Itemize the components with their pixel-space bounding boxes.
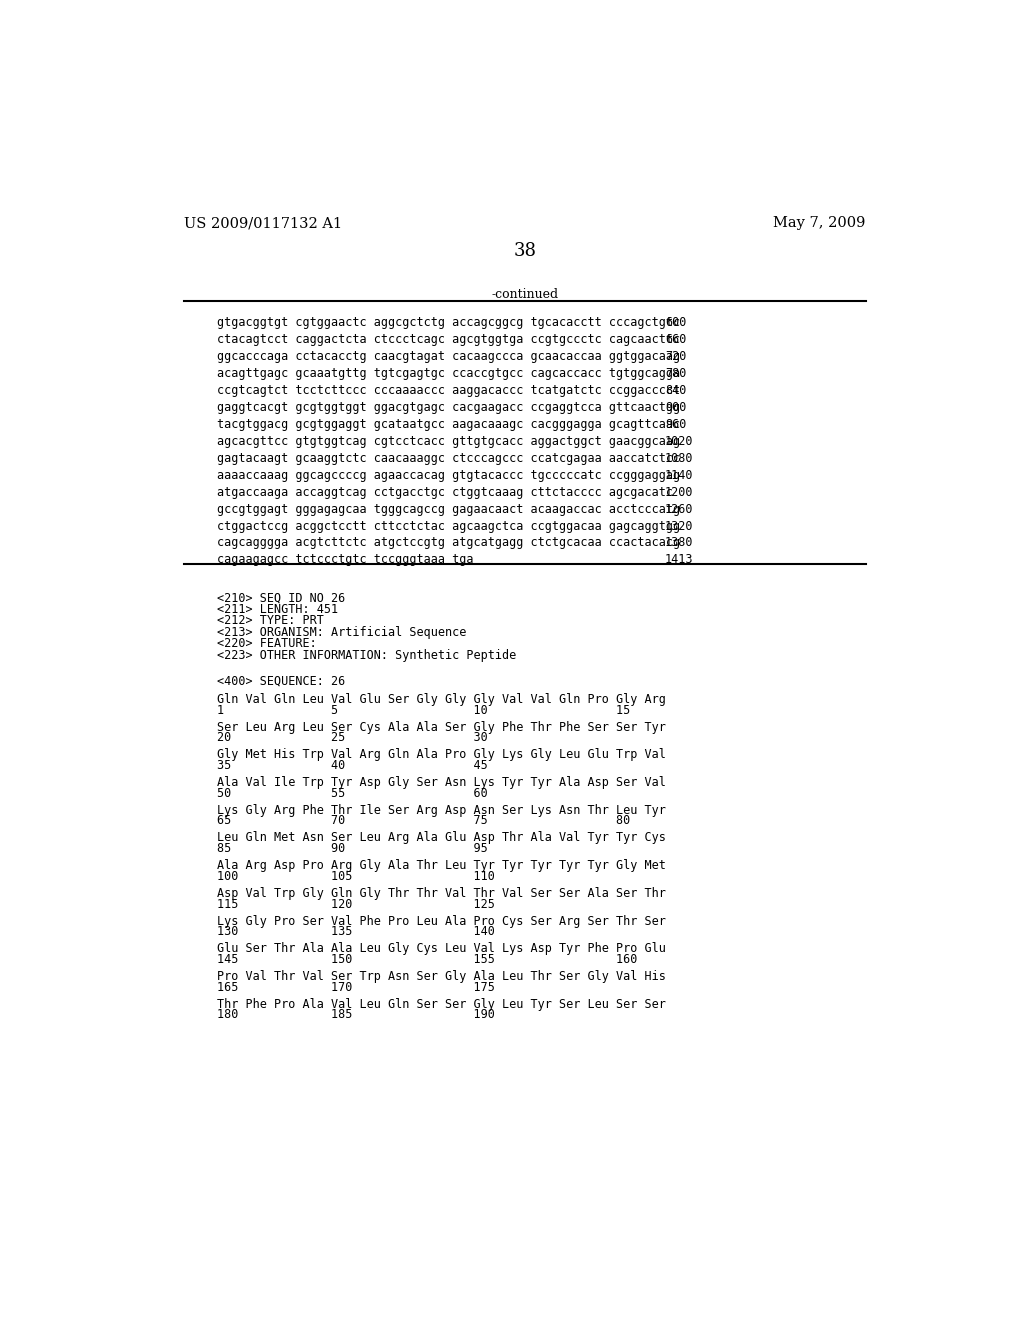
Text: 1380: 1380 [665,536,693,549]
Text: 1080: 1080 [665,451,693,465]
Text: May 7, 2009: May 7, 2009 [773,216,866,230]
Text: agcacgttcc gtgtggtcag cgtcctcacc gttgtgcacc aggactggct gaacggcaag: agcacgttcc gtgtggtcag cgtcctcacc gttgtgc… [217,434,680,447]
Text: 1020: 1020 [665,434,693,447]
Text: ggcacccaga cctacacctg caacgtagat cacaagccca gcaacaccaa ggtggacaag: ggcacccaga cctacacctg caacgtagat cacaagc… [217,350,680,363]
Text: <212> TYPE: PRT: <212> TYPE: PRT [217,614,324,627]
Text: -continued: -continued [492,288,558,301]
Text: Pro Val Thr Val Ser Trp Asn Ser Gly Ala Leu Thr Ser Gly Val His: Pro Val Thr Val Ser Trp Asn Ser Gly Ala … [217,970,666,983]
Text: tacgtggacg gcgtggaggt gcataatgcc aagacaaagc cacgggagga gcagttcaac: tacgtggacg gcgtggaggt gcataatgcc aagacaa… [217,418,680,430]
Text: gtgacggtgt cgtggaactc aggcgctctg accagcggcg tgcacacctt cccagctgtc: gtgacggtgt cgtggaactc aggcgctctg accagcg… [217,317,680,329]
Text: 840: 840 [665,384,686,397]
Text: 1               5                   10                  15: 1 5 10 15 [217,704,631,717]
Text: Ala Arg Asp Pro Arg Gly Ala Thr Leu Tyr Tyr Tyr Tyr Tyr Gly Met: Ala Arg Asp Pro Arg Gly Ala Thr Leu Tyr … [217,859,666,873]
Text: 85              90                  95: 85 90 95 [217,842,487,855]
Text: 1200: 1200 [665,486,693,499]
Text: 165             170                 175: 165 170 175 [217,981,495,994]
Text: 65              70                  75                  80: 65 70 75 80 [217,814,631,828]
Text: 1140: 1140 [665,469,693,482]
Text: ctggactccg acggctcctt cttcctctac agcaagctca ccgtggacaa gagcaggtgg: ctggactccg acggctcctt cttcctctac agcaagc… [217,520,680,532]
Text: acagttgagc gcaaatgttg tgtcgagtgc ccaccgtgcc cagcaccacc tgtggcagga: acagttgagc gcaaatgttg tgtcgagtgc ccaccgt… [217,367,680,380]
Text: 145             150                 155                 160: 145 150 155 160 [217,953,638,966]
Text: aaaaccaaag ggcagccccg agaaccacag gtgtacaccc tgcccccatc ccgggaggag: aaaaccaaag ggcagccccg agaaccacag gtgtaca… [217,469,680,482]
Text: Thr Phe Pro Ala Val Leu Gln Ser Ser Gly Leu Tyr Ser Leu Ser Ser: Thr Phe Pro Ala Val Leu Gln Ser Ser Gly … [217,998,666,1011]
Text: cagcagggga acgtcttctc atgctccgtg atgcatgagg ctctgcacaa ccactacacg: cagcagggga acgtcttctc atgctccgtg atgcatg… [217,536,680,549]
Text: 720: 720 [665,350,686,363]
Text: Leu Gln Met Asn Ser Leu Arg Ala Glu Asp Thr Ala Val Tyr Tyr Cys: Leu Gln Met Asn Ser Leu Arg Ala Glu Asp … [217,832,666,845]
Text: ctacagtcct caggactcta ctccctcagc agcgtggtga ccgtgccctc cagcaacttc: ctacagtcct caggactcta ctccctcagc agcgtgg… [217,333,680,346]
Text: 900: 900 [665,401,686,414]
Text: Gln Val Gln Leu Val Glu Ser Gly Gly Gly Val Val Gln Pro Gly Arg: Gln Val Gln Leu Val Glu Ser Gly Gly Gly … [217,693,666,706]
Text: Gly Met His Trp Val Arg Gln Ala Pro Gly Lys Gly Leu Glu Trp Val: Gly Met His Trp Val Arg Gln Ala Pro Gly … [217,748,666,762]
Text: cagaagagcc tctccctgtc tccgggtaaa tga: cagaagagcc tctccctgtc tccgggtaaa tga [217,553,474,566]
Text: Lys Gly Pro Ser Val Phe Pro Leu Ala Pro Cys Ser Arg Ser Thr Ser: Lys Gly Pro Ser Val Phe Pro Leu Ala Pro … [217,915,666,928]
Text: Glu Ser Thr Ala Ala Leu Gly Cys Leu Val Lys Asp Tyr Phe Pro Glu: Glu Ser Thr Ala Ala Leu Gly Cys Leu Val … [217,942,666,956]
Text: gaggtcacgt gcgtggtggt ggacgtgagc cacgaagacc ccgaggtcca gttcaactgg: gaggtcacgt gcgtggtggt ggacgtgagc cacgaag… [217,401,680,414]
Text: Lys Gly Arg Phe Thr Ile Ser Arg Asp Asn Ser Lys Asn Thr Leu Tyr: Lys Gly Arg Phe Thr Ile Ser Arg Asp Asn … [217,804,666,817]
Text: Ser Leu Arg Leu Ser Cys Ala Ala Ser Gly Phe Thr Phe Ser Ser Tyr: Ser Leu Arg Leu Ser Cys Ala Ala Ser Gly … [217,721,666,734]
Text: atgaccaaga accaggtcag cctgacctgc ctggtcaaag cttctacccc agcgacatc: atgaccaaga accaggtcag cctgacctgc ctggtca… [217,486,673,499]
Text: 100             105                 110: 100 105 110 [217,870,495,883]
Text: 38: 38 [513,242,537,260]
Text: 1413: 1413 [665,553,693,566]
Text: 180             185                 190: 180 185 190 [217,1008,495,1022]
Text: <211> LENGTH: 451: <211> LENGTH: 451 [217,603,338,615]
Text: 660: 660 [665,333,686,346]
Text: 20              25                  30: 20 25 30 [217,731,487,744]
Text: gccgtggagt gggagagcaa tgggcagccg gagaacaact acaagaccac acctcccatg: gccgtggagt gggagagcaa tgggcagccg gagaaca… [217,503,680,516]
Text: 50              55                  60: 50 55 60 [217,787,487,800]
Text: ccgtcagtct tcctcttccc cccaaaaccc aaggacaccc tcatgatctc ccggacccct: ccgtcagtct tcctcttccc cccaaaaccc aaggaca… [217,384,680,397]
Text: 780: 780 [665,367,686,380]
Text: 35              40                  45: 35 40 45 [217,759,487,772]
Text: <210> SEQ ID NO 26: <210> SEQ ID NO 26 [217,591,345,605]
Text: US 2009/0117132 A1: US 2009/0117132 A1 [183,216,342,230]
Text: 115             120                 125: 115 120 125 [217,898,495,911]
Text: Asp Val Trp Gly Gln Gly Thr Thr Val Thr Val Ser Ser Ala Ser Thr: Asp Val Trp Gly Gln Gly Thr Thr Val Thr … [217,887,666,900]
Text: <400> SEQUENCE: 26: <400> SEQUENCE: 26 [217,675,345,688]
Text: 130             135                 140: 130 135 140 [217,925,495,939]
Text: 1320: 1320 [665,520,693,532]
Text: 960: 960 [665,418,686,430]
Text: gagtacaagt gcaaggtctc caacaaaggc ctcccagccc ccatcgagaa aaccatctcc: gagtacaagt gcaaggtctc caacaaaggc ctcccag… [217,451,680,465]
Text: <213> ORGANISM: Artificial Sequence: <213> ORGANISM: Artificial Sequence [217,626,467,639]
Text: 600: 600 [665,317,686,329]
Text: Ala Val Ile Trp Tyr Asp Gly Ser Asn Lys Tyr Tyr Ala Asp Ser Val: Ala Val Ile Trp Tyr Asp Gly Ser Asn Lys … [217,776,666,789]
Text: 1260: 1260 [665,503,693,516]
Text: <223> OTHER INFORMATION: Synthetic Peptide: <223> OTHER INFORMATION: Synthetic Pepti… [217,649,516,661]
Text: <220> FEATURE:: <220> FEATURE: [217,638,316,651]
